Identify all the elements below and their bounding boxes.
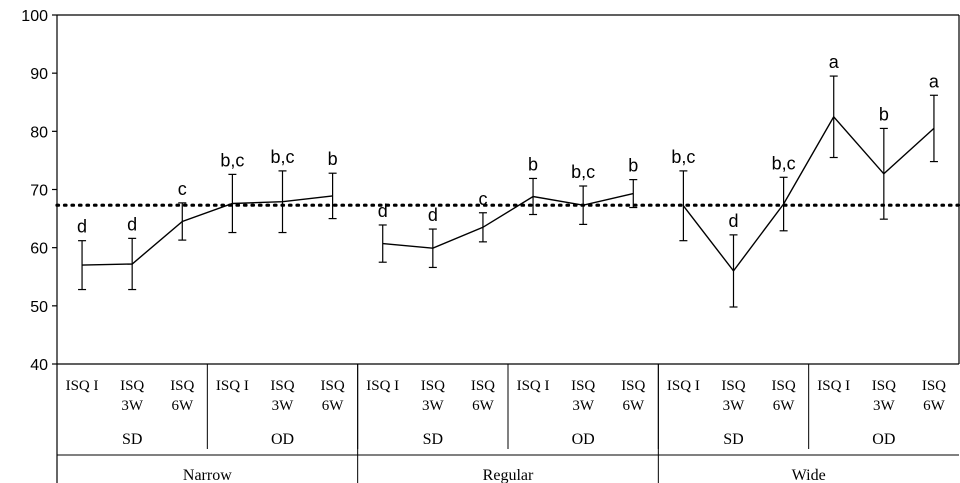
x-tick-label: 3W [121, 398, 144, 414]
y-tick-label: 70 [30, 183, 48, 200]
y-tick-label: 80 [30, 124, 48, 141]
x-tick-label: 3W [572, 398, 595, 414]
x-tick-label: ISQ [170, 378, 194, 394]
x-tick-label: 3W [873, 398, 896, 414]
x-tick-label: 6W [322, 398, 345, 414]
y-tick-label: 60 [30, 241, 48, 258]
series-line [82, 195, 333, 266]
diameter-group-label: OD [872, 431, 895, 448]
diameter-group-label: OD [572, 431, 595, 448]
x-tick-label: ISQ [421, 378, 445, 394]
x-tick-label: ISQ [721, 378, 745, 394]
x-tick-label: 3W [723, 398, 746, 414]
x-tick-label: 3W [272, 398, 295, 414]
x-tick-label: ISQ [621, 378, 645, 394]
significance-letter: b [328, 149, 338, 169]
x-tick-label: ISQ I [66, 378, 99, 394]
x-tick-label: ISQ [321, 378, 345, 394]
x-tick-label: ISQ [571, 378, 595, 394]
x-tick-label: ISQ [270, 378, 294, 394]
x-tick-label: 6W [622, 398, 645, 414]
significance-letter: d [428, 205, 438, 225]
significance-letter: d [77, 217, 87, 237]
series-line [382, 192, 634, 249]
x-tick-label: ISQ I [817, 378, 850, 394]
width-group-label: Regular [483, 467, 534, 483]
significance-letter: c [178, 179, 187, 199]
diameter-group-label: OD [271, 431, 294, 448]
significance-letter: c [478, 189, 487, 209]
y-tick-label: 40 [30, 357, 48, 374]
significance-letter: b,c [220, 150, 244, 170]
significance-letter: b,c [671, 147, 695, 167]
y-tick-label: 100 [21, 8, 48, 25]
significance-letter: b,c [571, 162, 595, 182]
x-tick-label: ISQ I [517, 378, 550, 394]
y-tick-label: 50 [30, 299, 48, 316]
width-group-label: Wide [792, 467, 826, 483]
x-tick-label: 6W [171, 398, 194, 414]
width-group-label: Narrow [183, 467, 232, 483]
x-tick-label: 6W [472, 398, 495, 414]
x-category-table: ISQ I ISQ 3W ISQ 6W ISQ I ISQ 3W ISQ 6W ISQ I ISQ 3W… [57, 364, 959, 483]
x-tick-label: 6W [773, 398, 796, 414]
significance-letter: a [829, 52, 840, 72]
diameter-group-label: SD [423, 431, 443, 448]
x-tick-label: ISQ [922, 378, 946, 394]
y-tick-label: 90 [30, 66, 48, 83]
significance-letter: d [728, 211, 738, 231]
series-line [682, 115, 935, 273]
diameter-group-label: SD [723, 431, 743, 448]
x-tick-label: ISQ [471, 378, 495, 394]
data-layer: d d c b,c b,c b d d c b b,c b b,c d b,c a b a [77, 52, 940, 308]
significance-letter: b,c [772, 153, 796, 173]
x-tick-label: 6W [923, 398, 946, 414]
x-tick-label: ISQ I [667, 378, 700, 394]
significance-letter: a [929, 71, 940, 91]
x-tick-label: ISQ I [366, 378, 399, 394]
significance-letter: d [378, 201, 388, 221]
x-tick-label: 3W [422, 398, 445, 414]
x-tick-label: ISQ [872, 378, 896, 394]
significance-letter: b,c [270, 147, 294, 167]
significance-letter: d [127, 214, 137, 234]
x-tick-label: ISQ [120, 378, 144, 394]
significance-letter: b [879, 104, 889, 124]
x-tick-label: ISQ I [216, 378, 249, 394]
significance-letter: b [628, 156, 638, 176]
diameter-group-label: SD [122, 431, 142, 448]
x-tick-label: ISQ [772, 378, 796, 394]
significance-letter: b [528, 154, 538, 174]
